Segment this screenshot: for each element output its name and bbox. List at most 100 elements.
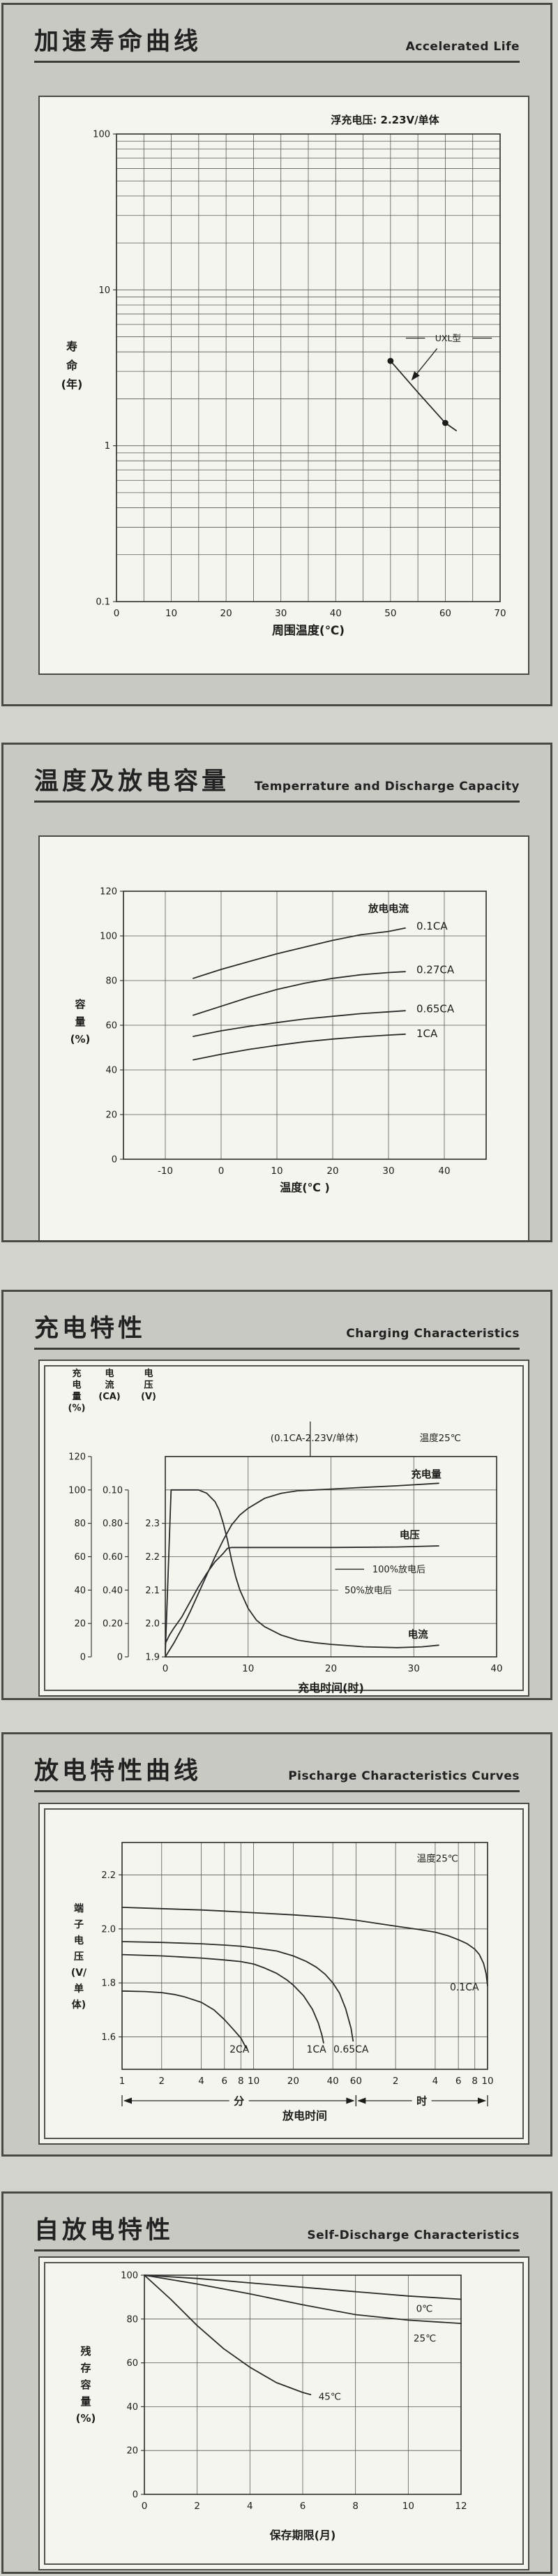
svg-text:0: 0 <box>114 608 120 619</box>
svg-text:寿: 寿 <box>66 340 77 353</box>
panel-title-en: Charging Characteristics <box>346 1327 520 1341</box>
svg-text:100: 100 <box>68 1485 86 1496</box>
svg-text:50%放电后: 50%放电后 <box>345 1586 392 1596</box>
svg-text:电流: 电流 <box>408 1628 428 1641</box>
svg-text:0.10: 0.10 <box>103 1485 123 1496</box>
svg-text:1.8: 1.8 <box>101 1979 116 1989</box>
svg-text:120: 120 <box>100 887 117 898</box>
svg-text:量: 量 <box>80 2395 91 2408</box>
svg-text:电: 电 <box>72 1380 81 1391</box>
svg-text:60: 60 <box>105 1021 117 1032</box>
svg-text:10: 10 <box>242 1663 254 1674</box>
panel-self-discharge: 自放电特性 Self-Discharge Characteristics 0 20… <box>1 2191 552 2574</box>
svg-text:40: 40 <box>330 608 342 619</box>
svg-text:1.9: 1.9 <box>145 1653 160 1663</box>
panel-header: 自放电特性 Self-Discharge Characteristics <box>34 2194 520 2251</box>
svg-text:30: 30 <box>382 1166 394 1177</box>
panel-discharge-characteristics: 放电特性曲线 Pischarge Characteristics Curves … <box>1 1732 552 2157</box>
svg-text:30: 30 <box>275 608 287 619</box>
svg-text:40: 40 <box>105 1066 117 1076</box>
svg-text:10: 10 <box>402 2501 414 2512</box>
svg-text:60: 60 <box>439 608 451 619</box>
svg-text:20: 20 <box>325 1663 337 1674</box>
svg-text:子: 子 <box>74 1919 84 1930</box>
svg-text:0℃: 0℃ <box>416 2304 433 2315</box>
svg-text:(%): (%) <box>68 1404 86 1414</box>
svg-text:2: 2 <box>158 2076 165 2087</box>
svg-text:存: 存 <box>80 2362 91 2374</box>
svg-text:40: 40 <box>74 1586 86 1596</box>
svg-text:1CA: 1CA <box>416 1027 438 1040</box>
svg-text:电: 电 <box>105 1368 114 1379</box>
svg-text:0.40: 0.40 <box>103 1586 123 1596</box>
svg-text:0: 0 <box>133 2490 138 2501</box>
svg-text:2.0: 2.0 <box>145 1619 160 1630</box>
panel-header: 放电特性曲线 Pischarge Characteristics Curves <box>34 1734 520 1792</box>
svg-text:100%放电后: 100%放电后 <box>372 1565 425 1575</box>
svg-text:UXL型: UXL型 <box>435 333 461 343</box>
svg-text:充电时间(时): 充电时间(时) <box>298 1681 364 1695</box>
svg-text:4: 4 <box>432 2076 439 2087</box>
svg-text:12: 12 <box>455 2501 467 2512</box>
svg-text:100: 100 <box>100 932 117 942</box>
svg-text:6: 6 <box>455 2076 462 2087</box>
svg-text:保存期限(月): 保存期限(月) <box>269 2529 336 2542</box>
svg-text:放电电流: 放电电流 <box>368 902 409 915</box>
svg-text:2.1: 2.1 <box>145 1586 160 1596</box>
svg-text:1CA: 1CA <box>306 2044 326 2055</box>
svg-text:4: 4 <box>198 2076 204 2087</box>
svg-text:60: 60 <box>350 2076 362 2087</box>
svg-text:8: 8 <box>238 2076 244 2087</box>
svg-text:温度25℃: 温度25℃ <box>420 1433 461 1444</box>
svg-text:40: 40 <box>438 1166 450 1177</box>
svg-text:(%): (%) <box>76 2412 96 2425</box>
panel-charging-characteristics: 充电特性 Charging Characteristics 0 20 40 60 80 1… <box>1 1290 552 1700</box>
svg-text:(0.1CA-2.23V/单体): (0.1CA-2.23V/单体) <box>271 1433 359 1444</box>
svg-text:20: 20 <box>287 2076 299 2087</box>
svg-text:分: 分 <box>234 2095 244 2108</box>
svg-text:40: 40 <box>126 2402 138 2413</box>
panel-title-cn: 温度及放电容量 <box>34 768 230 796</box>
svg-text:充电量: 充电量 <box>411 1468 442 1480</box>
svg-text:70: 70 <box>494 608 506 619</box>
svg-text:1.6: 1.6 <box>101 2032 116 2043</box>
svg-text:2: 2 <box>194 2501 200 2512</box>
svg-text:25℃: 25℃ <box>414 2333 436 2344</box>
svg-text:10: 10 <box>248 2076 259 2087</box>
svg-text:2.2: 2.2 <box>145 1552 160 1563</box>
svg-text:6: 6 <box>300 2501 306 2512</box>
svg-text:体): 体) <box>72 1999 86 2011</box>
svg-text:2: 2 <box>393 2076 399 2087</box>
svg-text:40: 40 <box>490 1663 502 1674</box>
svg-text:时: 时 <box>416 2095 427 2108</box>
svg-text:20: 20 <box>74 1619 86 1630</box>
panel-title-en: Temperrature and Discharge Capacity <box>254 780 520 794</box>
svg-text:单: 单 <box>74 1983 84 1995</box>
svg-text:2.2: 2.2 <box>101 1870 116 1881</box>
accelerated-life-chart: 100 10 1 0.1 寿命 (年) 0 10 20 30 40 50 60 70 周围温度(℃) 浮充电压… <box>61 114 506 638</box>
svg-text:容: 容 <box>74 998 85 1011</box>
svg-text:流: 流 <box>105 1380 114 1391</box>
svg-text:60: 60 <box>126 2358 138 2369</box>
svg-text:1: 1 <box>119 2076 126 2087</box>
svg-text:2.0: 2.0 <box>101 1924 116 1935</box>
svg-text:30: 30 <box>408 1663 420 1674</box>
panel-title-en: Pischarge Characteristics Curves <box>288 1769 520 1783</box>
charging-characteristics-chart: 020406080100120充电量(%)00.200.400.600.800.… <box>68 1368 503 1695</box>
svg-text:(V/: (V/ <box>71 1967 87 1979</box>
chart-box: 100 10 1 0.1 寿命 (年) 0 10 20 30 40 50 60 70 周围温度(℃) 浮充电压… <box>38 96 529 675</box>
svg-text:8: 8 <box>352 2501 359 2512</box>
svg-text:60: 60 <box>74 1552 86 1563</box>
svg-text:80: 80 <box>126 2314 138 2325</box>
svg-text:0: 0 <box>218 1166 225 1177</box>
panel-title-cn: 放电特性曲线 <box>34 1757 202 1785</box>
svg-text:80: 80 <box>105 976 117 987</box>
svg-text:量: 量 <box>75 1015 85 1028</box>
svg-text:温度25℃: 温度25℃ <box>417 1854 458 1865</box>
svg-text:0: 0 <box>142 2501 148 2512</box>
svg-text:45℃: 45℃ <box>319 2391 341 2402</box>
svg-text:4: 4 <box>247 2501 253 2512</box>
svg-text:电: 电 <box>74 1935 84 1946</box>
svg-text:20: 20 <box>126 2446 138 2457</box>
